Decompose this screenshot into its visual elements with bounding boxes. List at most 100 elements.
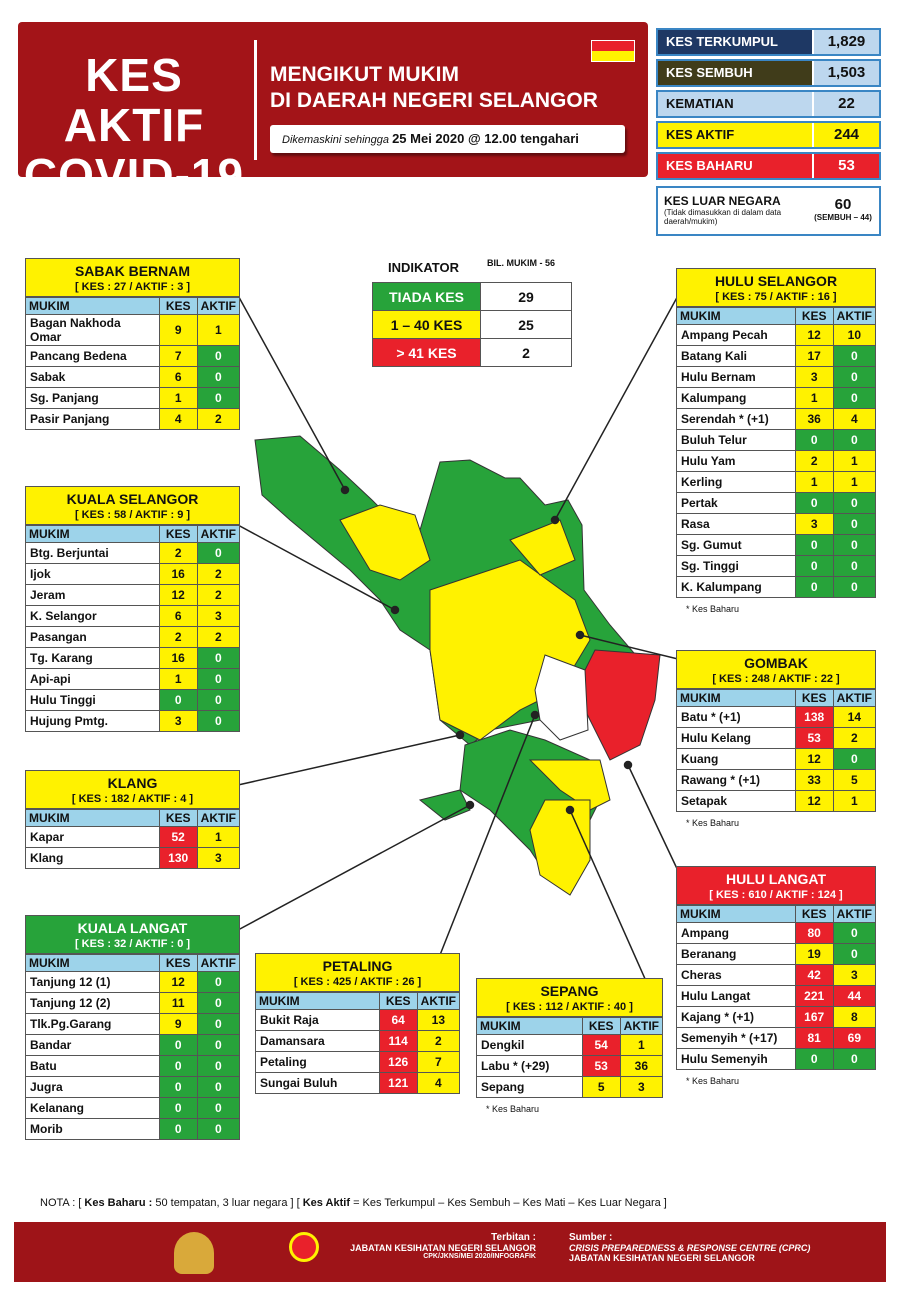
district-name: SABAK BERNAM [25, 258, 240, 281]
header-banner: KES AKTIF COVID-19 MENGIKUT MUKIM DI DAERA… [18, 22, 648, 201]
district-summary: [ KES : 610 / AKTIF : 124 ] [676, 889, 876, 905]
table-row: Ijok 16 2 [25, 563, 241, 585]
table-row: Tlk.Pg.Garang 9 0 [25, 1013, 241, 1035]
table-row: K. Selangor 6 3 [25, 605, 241, 627]
stat-kes-terkumpul: KES TERKUMPUL 1,829 [656, 28, 881, 56]
table-row: Bukit Raja 64 13 [255, 1009, 461, 1031]
table-row: Ampang 80 0 [676, 922, 877, 944]
stat-kes-baharu: KES BAHARU 53 [656, 152, 881, 180]
table-row: Labu * (+29) 53 36 [476, 1055, 664, 1077]
table-row: Serendah * (+1) 36 4 [676, 408, 877, 430]
subtitle: MENGIKUT MUKIM DI DAERAH NEGERI SELANGOR [270, 63, 598, 112]
footer: Terbitan : JABATAN KESIHATAN NEGERI SELAN… [14, 1222, 886, 1282]
indicator-legend: INDIKATOR BIL. MUKIM - 56 TIADA KES 29 1 – … [372, 258, 572, 367]
table-row: Pasir Panjang 4 2 [25, 408, 241, 430]
table-row: Batu 0 0 [25, 1055, 241, 1077]
table-row: Hulu Kelang 53 2 [676, 727, 877, 749]
district-kselangor: KUALA SELANGOR[ KES : 58 / AKTIF : 9 ] MU… [25, 486, 241, 732]
divider [254, 40, 257, 160]
table-row: Rawang * (+1) 33 5 [676, 769, 877, 791]
selangor-flag-icon [591, 40, 635, 62]
district-hselangor: HULU SELANGOR[ KES : 75 / AKTIF : 16 ] MU… [676, 268, 877, 614]
table-row: Setapak 12 1 [676, 790, 877, 812]
district-name: HULU SELANGOR [676, 268, 876, 291]
table-row: Kalumpang 1 0 [676, 387, 877, 409]
stat-kes-sembuh: KES SEMBUH 1,503 [656, 59, 881, 87]
district-name: KUALA LANGAT [25, 915, 240, 938]
table-row: Hulu Semenyih 0 0 [676, 1048, 877, 1070]
table-row: Sabak 6 0 [25, 366, 241, 388]
kes-baharu-note: * Kes Baharu [686, 1076, 740, 1086]
table-row: Sg. Gumut 0 0 [676, 534, 877, 556]
table-row: Batang Kali 17 0 [676, 345, 877, 367]
table-row: Sg. Panjang 1 0 [25, 387, 241, 409]
table-row: Pancang Bedena 7 0 [25, 345, 241, 367]
district-name: GOMBAK [676, 650, 876, 673]
table-row: Tg. Karang 16 0 [25, 647, 241, 669]
table-row: K. Kalumpang 0 0 [676, 576, 877, 598]
stat-label: KES SEMBUH [658, 61, 812, 85]
table-row: Klang 130 3 [25, 847, 241, 869]
table-row: Kelanang 0 0 [25, 1097, 241, 1119]
table-row: Rasa 3 0 [676, 513, 877, 535]
district-petaling: PETALING[ KES : 425 / AKTIF : 26 ] MUKIM K… [255, 953, 461, 1094]
coat-of-arms-icon [174, 1232, 214, 1274]
table-row: Sepang 5 3 [476, 1076, 664, 1098]
table-row: Hulu Langat 221 44 [676, 985, 877, 1007]
table-row: Kerling 1 1 [676, 471, 877, 493]
stat-value: 22 [814, 92, 879, 116]
district-sabak: SABAK BERNAM[ KES : 27 / AKTIF : 3 ] MUKI… [25, 258, 241, 430]
table-row: Batu * (+1) 138 14 [676, 706, 877, 728]
indicator-row: TIADA KES 29 [372, 282, 572, 311]
table-row: Sungai Buluh 121 4 [255, 1072, 461, 1094]
district-name: SEPANG [476, 978, 663, 1001]
updated-bar: Dikemaskini sehingga 25 Mei 2020 @ 12.00… [270, 125, 625, 153]
table-row: Sg. Tinggi 0 0 [676, 555, 877, 577]
district-summary: [ KES : 32 / AKTIF : 0 ] [25, 938, 240, 954]
table-row: Buluh Telur 0 0 [676, 429, 877, 451]
district-klang: KLANG[ KES : 182 / AKTIF : 4 ] MUKIM KES AK… [25, 770, 241, 869]
table-row: Hulu Yam 2 1 [676, 450, 877, 472]
district-summary: [ KES : 248 / AKTIF : 22 ] [676, 673, 876, 689]
indicator-row: 1 – 40 KES 25 [372, 310, 572, 339]
jkns-logo-icon [289, 1232, 319, 1262]
district-summary: [ KES : 112 / AKTIF : 40 ] [476, 1001, 663, 1017]
stat-kes-aktif: KES AKTIF 244 [656, 121, 881, 149]
table-row: Ampang Pecah 12 10 [676, 324, 877, 346]
table-row: Cheras 42 3 [676, 964, 877, 986]
kes-baharu-note: * Kes Baharu [686, 604, 740, 614]
stat-label: KEMATIAN [658, 92, 812, 116]
table-row: Kuang 12 0 [676, 748, 877, 770]
stat-label: KES BAHARU [658, 154, 812, 178]
district-name: PETALING [255, 953, 460, 976]
district-sepang: SEPANG[ KES : 112 / AKTIF : 40 ] MUKIM KES… [476, 978, 664, 1114]
district-name: KLANG [25, 770, 240, 793]
table-row: Hulu Tinggi 0 0 [25, 689, 241, 711]
stat-value: 53 [814, 154, 879, 178]
table-row: Hulu Bernam 3 0 [676, 366, 877, 388]
table-row: Pasangan 2 2 [25, 626, 241, 648]
kes-baharu-note: * Kes Baharu [486, 1104, 540, 1114]
table-row: Jugra 0 0 [25, 1076, 241, 1098]
stat-value: 244 [814, 123, 879, 147]
table-row: Tanjung 12 (1) 12 0 [25, 971, 241, 993]
table-row: Damansara 114 2 [255, 1030, 461, 1052]
stat-label: KES AKTIF [658, 123, 812, 147]
table-row: Api-api 1 0 [25, 668, 241, 690]
table-row: Petaling 126 7 [255, 1051, 461, 1073]
indicator-row: > 41 KES 2 [372, 338, 572, 367]
table-row: Kajang * (+1) 167 8 [676, 1006, 877, 1028]
district-summary: [ KES : 425 / AKTIF : 26 ] [255, 976, 460, 992]
table-row: Semenyih * (+17) 81 69 [676, 1027, 877, 1049]
table-row: Morib 0 0 [25, 1118, 241, 1140]
table-row: Jeram 12 2 [25, 584, 241, 606]
table-row: Hujung Pmtg. 3 0 [25, 710, 241, 732]
main-title: KES AKTIF COVID-19 [23, 49, 245, 201]
district-summary: [ KES : 182 / AKTIF : 4 ] [25, 793, 240, 809]
district-gombak: GOMBAK[ KES : 248 / AKTIF : 22 ] MUKIM KES… [676, 650, 877, 828]
table-row: Pertak 0 0 [676, 492, 877, 514]
table-row: Beranang 19 0 [676, 943, 877, 965]
table-row: Kapar 52 1 [25, 826, 241, 848]
district-hlangat: HULU LANGAT[ KES : 610 / AKTIF : 124 ] MU… [676, 866, 877, 1086]
